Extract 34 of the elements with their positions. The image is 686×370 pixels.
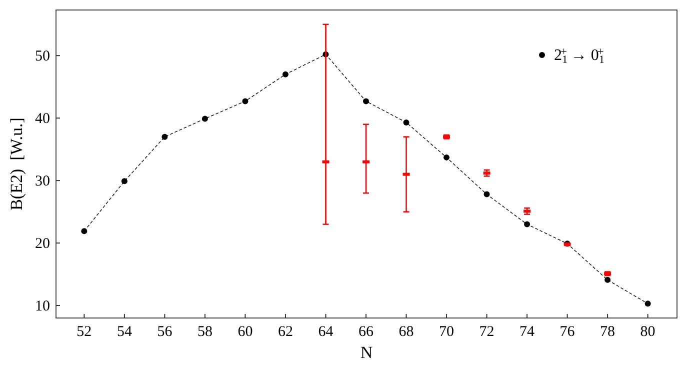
y-tick-label: 40 xyxy=(35,111,50,128)
point xyxy=(644,300,651,307)
point xyxy=(282,71,288,78)
point xyxy=(403,119,410,126)
x-tick-label: 64 xyxy=(318,324,334,340)
x-tick-label: 76 xyxy=(560,324,576,340)
x-tick-label: 70 xyxy=(439,324,454,340)
y-tick-label: 50 xyxy=(35,48,50,65)
point xyxy=(524,221,530,228)
x-tick-label: 58 xyxy=(197,324,212,340)
point xyxy=(121,178,128,184)
x-tick-label: 60 xyxy=(238,324,253,340)
x-tick-label: 74 xyxy=(520,324,536,340)
x-tick-label: 72 xyxy=(479,324,494,340)
point xyxy=(202,116,208,122)
x-tick-label: 66 xyxy=(358,324,374,340)
point xyxy=(444,154,450,160)
y-axis-title: B(E2) [W.u.] xyxy=(7,118,26,210)
point xyxy=(484,191,490,198)
point xyxy=(162,134,168,140)
x-tick-label: 56 xyxy=(157,324,173,340)
x-tick-label: 80 xyxy=(640,324,656,340)
point xyxy=(362,98,369,104)
y-tick-label: 30 xyxy=(35,174,50,190)
x-tick-label: 68 xyxy=(398,324,414,340)
point xyxy=(81,228,88,234)
point xyxy=(242,98,248,104)
x-tick-label: 54 xyxy=(116,324,132,340)
x-tick-label: 62 xyxy=(278,324,293,340)
y-tick-label: 20 xyxy=(35,236,50,252)
x-tick-label: 78 xyxy=(600,324,616,340)
x-axis-title: N xyxy=(360,343,373,362)
x-tick-label: 52 xyxy=(76,324,92,340)
y-tick-label: 10 xyxy=(35,298,50,315)
